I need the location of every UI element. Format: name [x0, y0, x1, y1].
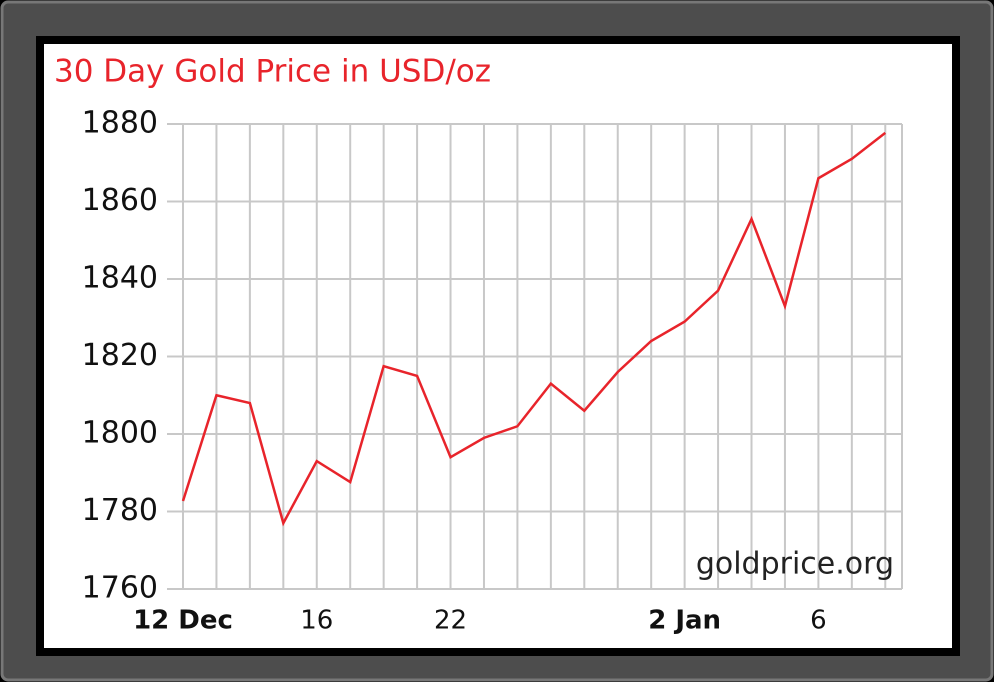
x-tick-label: 12 Dec	[133, 606, 233, 636]
x-tick-label: 22	[434, 606, 467, 636]
y-tick-label: 1800	[82, 416, 158, 451]
y-tick-label: 1880	[82, 106, 158, 141]
chart-title: 30 Day Gold Price in USD/oz	[54, 54, 491, 90]
x-tick-label: 16	[300, 606, 333, 636]
y-tick-label: 1820	[82, 338, 158, 373]
x-tick-label: 6	[810, 606, 827, 636]
watermark: goldprice.org	[696, 547, 894, 582]
y-tick-label: 1840	[82, 261, 158, 296]
x-tick-label: 2 Jan	[648, 606, 721, 636]
y-tick-label: 1760	[82, 571, 158, 606]
y-tick-label: 1780	[82, 493, 158, 528]
y-tick-label: 1860	[82, 183, 158, 218]
price-line	[181, 131, 887, 527]
chart-background	[44, 44, 952, 648]
